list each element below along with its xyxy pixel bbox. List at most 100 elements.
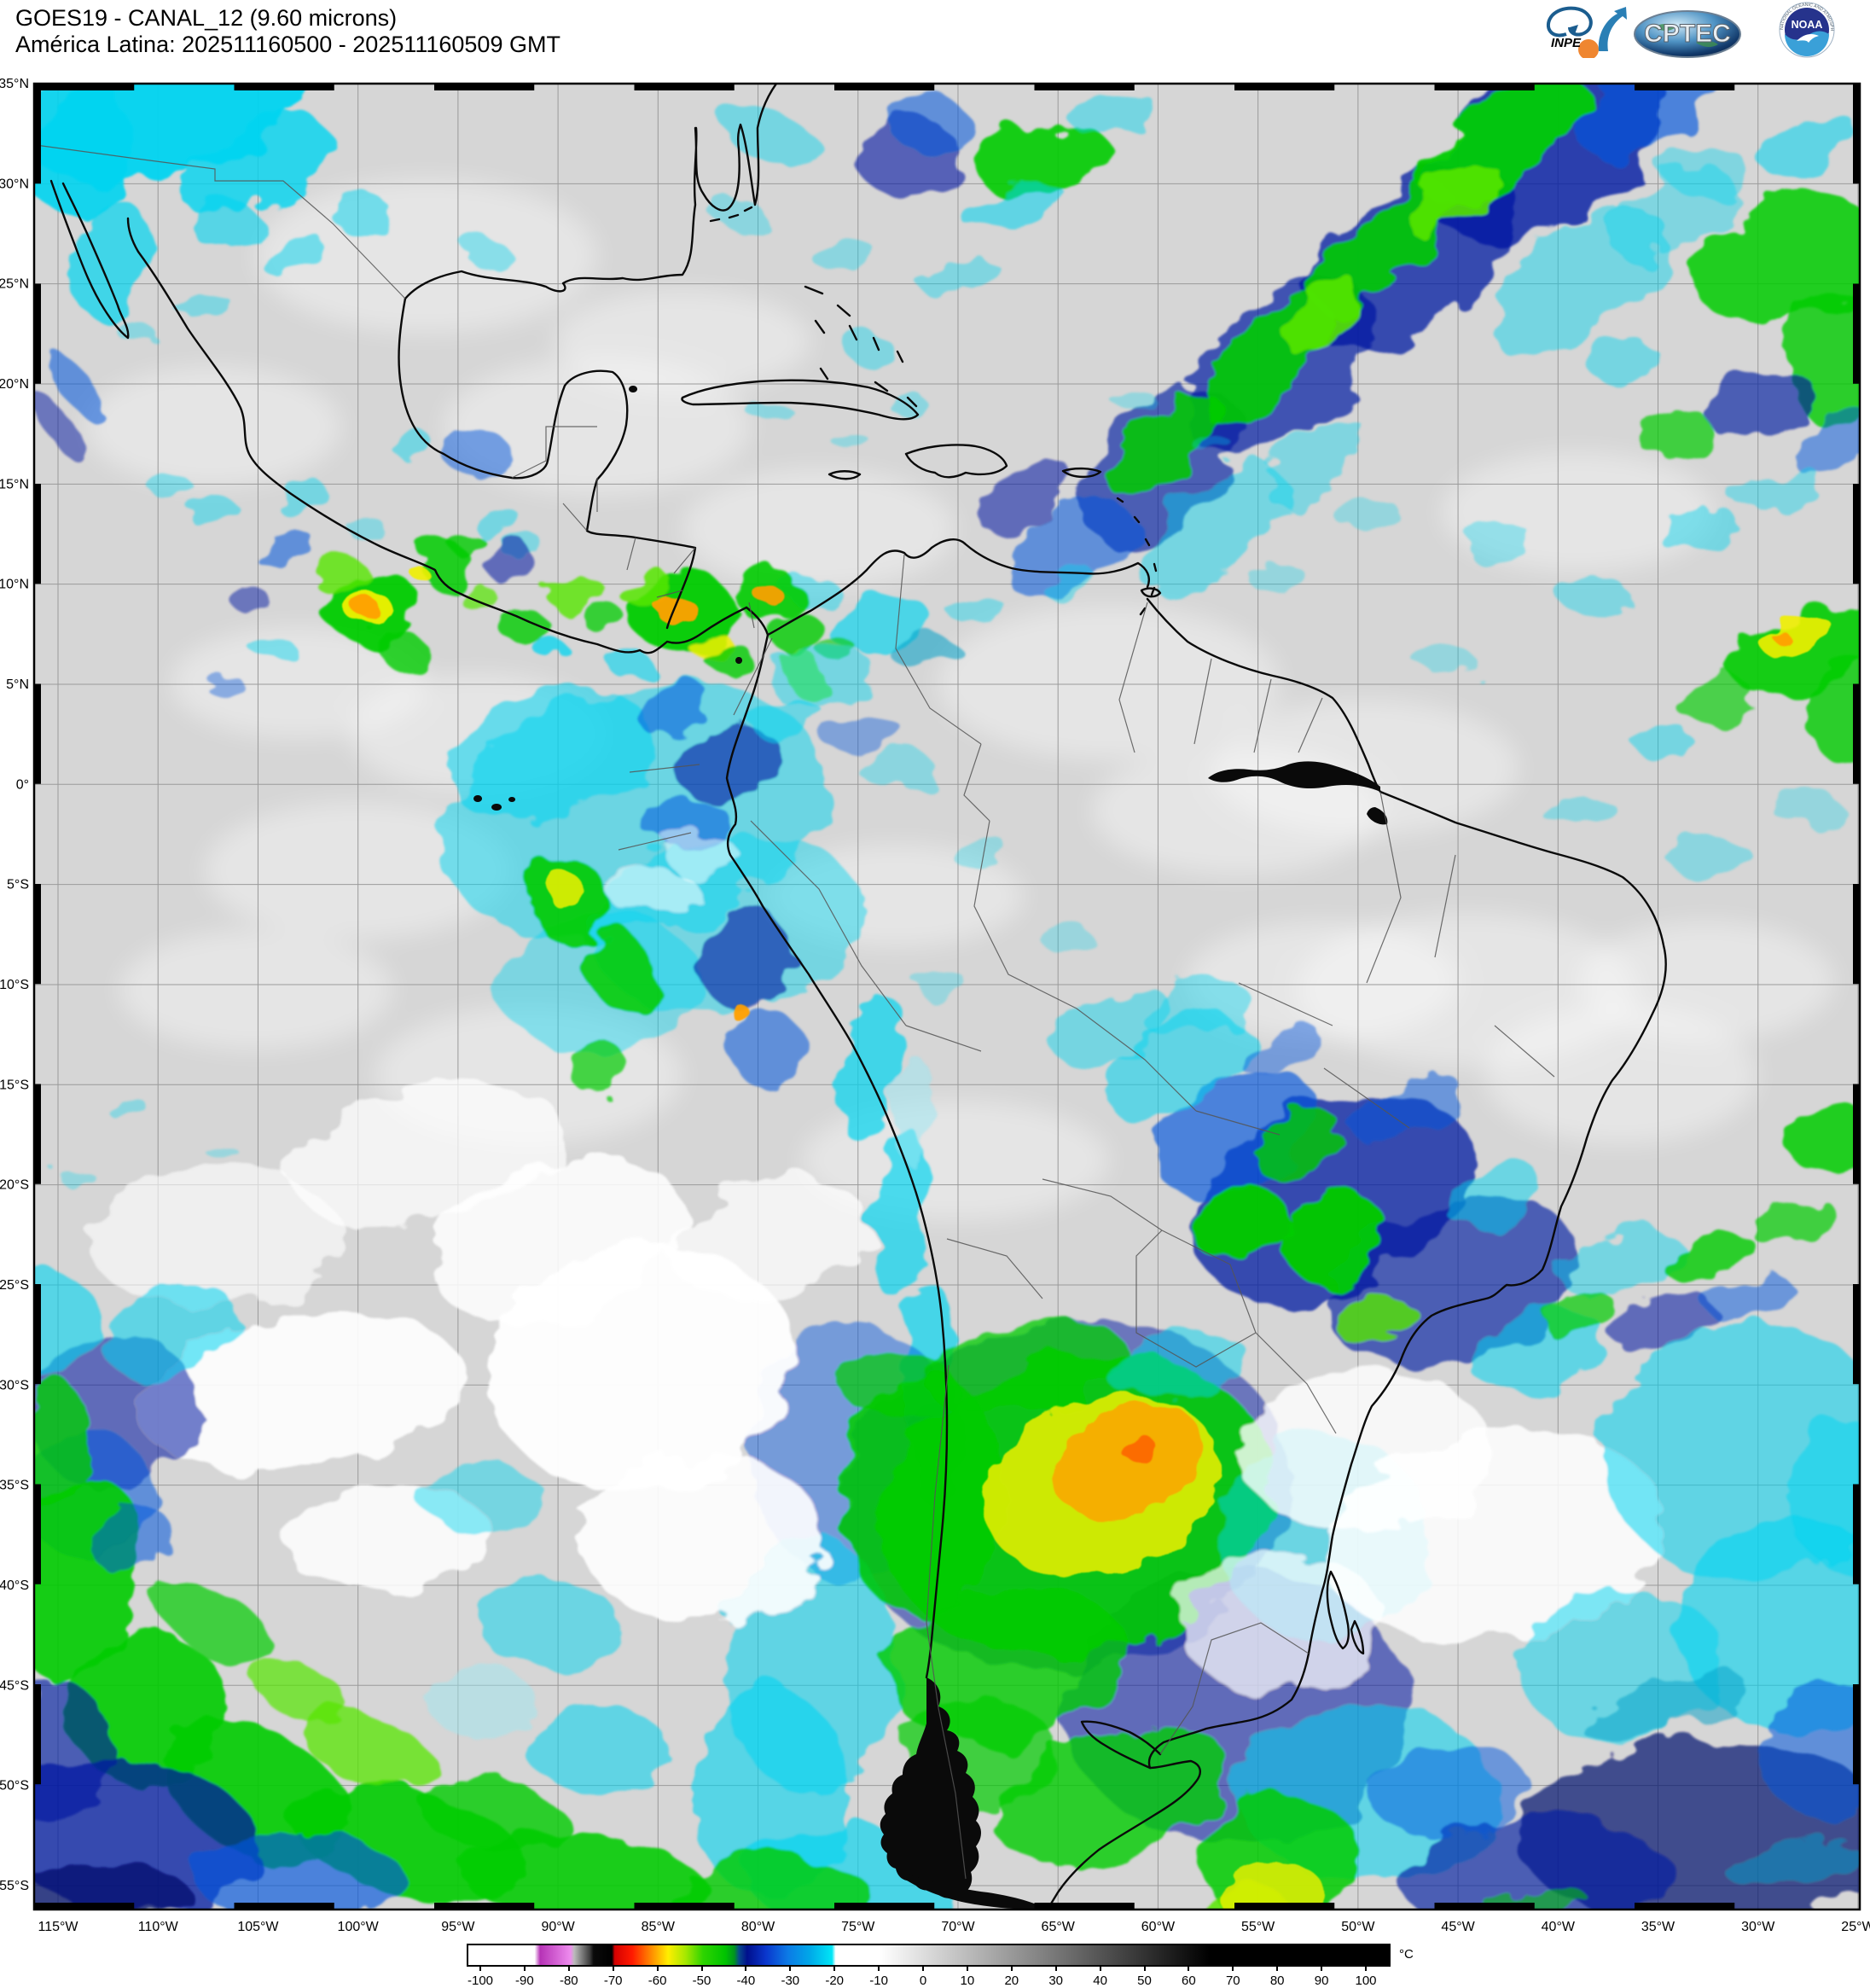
colorbar-tick-label: 60 xyxy=(1182,1973,1196,1988)
colorbar-tick xyxy=(1143,1967,1146,1971)
header: GOES19 - CANAL_12 (9.60 microns) América… xyxy=(0,0,1870,78)
colorbar-tick-label: -50 xyxy=(692,1973,711,1988)
lat-label: 5°N xyxy=(6,677,29,692)
colorbar-tick-label: 20 xyxy=(1004,1973,1019,1988)
lon-label: 35°W xyxy=(1641,1920,1675,1934)
lon-label: 70°W xyxy=(941,1920,975,1934)
lon-label: 55°W xyxy=(1241,1920,1275,1934)
longitude-labels: 115°W 110°W 105°W 100°W 95°W 90°W 85°W 80°W 75°W… xyxy=(38,1920,1870,1934)
lat-label: 20°N xyxy=(0,377,29,392)
colorbar-tick xyxy=(612,1967,614,1971)
colorbar-tick-label: 80 xyxy=(1269,1973,1285,1988)
inpe-label: INPE xyxy=(1551,36,1582,50)
colorbar-tick xyxy=(567,1967,570,1971)
lat-label: 35°N xyxy=(0,77,29,91)
colorbar-tick xyxy=(1010,1967,1013,1971)
lat-label: 25°N xyxy=(0,277,29,292)
colorbar-tick xyxy=(833,1967,836,1971)
colorbar-tick xyxy=(656,1967,659,1971)
lon-label: 80°W xyxy=(741,1920,775,1934)
map-frame xyxy=(32,82,1861,1911)
colorbar-tick xyxy=(700,1967,703,1971)
colorbar-tick xyxy=(789,1967,792,1971)
colorbar-tick xyxy=(1232,1967,1234,1971)
colorbar-tick-label: -10 xyxy=(869,1973,888,1988)
colorbar-tick-label: -100 xyxy=(467,1973,494,1988)
colorbar-unit: °C xyxy=(1399,1947,1414,1962)
colorbar-tick-label: 70 xyxy=(1225,1973,1240,1988)
colorbar-tick xyxy=(1365,1967,1367,1971)
colorbar-gradient xyxy=(467,1944,1391,1967)
colorbar-tick xyxy=(922,1967,924,1971)
colorbar-tick xyxy=(479,1967,481,1971)
colorbar-tick xyxy=(1276,1967,1279,1971)
latitude-labels: 35°N 30°N 25°N 20°N 15°N 10°N 5°N 0° 5°S 10°S 15°S… xyxy=(0,77,29,1893)
colorbar-tick-label: -70 xyxy=(603,1973,623,1988)
colorbar-tick-label: 10 xyxy=(960,1973,975,1988)
colorbar-tick-label: -40 xyxy=(736,1973,756,1988)
lon-label: 105°W xyxy=(237,1920,279,1934)
colorbar-tick-label: -90 xyxy=(515,1973,534,1988)
lat-label: 10°S xyxy=(0,978,29,992)
lat-label: 15°N xyxy=(0,477,29,491)
lon-label: 95°W xyxy=(441,1920,475,1934)
coastlines xyxy=(49,84,1667,1910)
lon-label: 45°W xyxy=(1441,1920,1475,1934)
colorbar-tick xyxy=(1054,1967,1057,1971)
lon-label: 85°W xyxy=(642,1920,676,1934)
lat-label: 10°N xyxy=(0,578,29,592)
colorbar-tick-label: 90 xyxy=(1314,1973,1329,1988)
colorbar-tick-label: 40 xyxy=(1093,1973,1107,1988)
lon-label: 115°W xyxy=(38,1920,78,1934)
lon-label: 110°W xyxy=(138,1920,179,1934)
convective-cores xyxy=(343,567,1831,1910)
inpe-logo: INPE xyxy=(1546,6,1627,58)
colorbar-tick xyxy=(1188,1967,1190,1971)
lat-label: 35°S xyxy=(0,1479,29,1493)
lat-label: 20°S xyxy=(0,1178,29,1193)
noaa-label: NOAA xyxy=(1792,19,1823,31)
colorbar-tick-label: 100 xyxy=(1355,1973,1377,1988)
lat-label: 50°S xyxy=(0,1779,29,1793)
colorbar-tick-label: 0 xyxy=(919,1973,927,1988)
lat-label: 25°S xyxy=(0,1278,29,1293)
colorbar-tick xyxy=(878,1967,880,1971)
colorbar-tick-label: 30 xyxy=(1048,1973,1064,1988)
colorbar-tick xyxy=(966,1967,968,1971)
page-subtitle: América Latina: 202511160500 - 202511160… xyxy=(15,32,560,57)
cptec-label: CPTEC xyxy=(1644,20,1731,48)
lon-label: 50°W xyxy=(1341,1920,1375,1934)
lat-label: 30°N xyxy=(0,177,29,191)
colorbar-tick-label: -80 xyxy=(559,1973,578,1988)
lon-label: 100°W xyxy=(338,1920,380,1934)
inpe-orange-dot xyxy=(1578,39,1599,58)
colorbar-tick xyxy=(1321,1967,1323,1971)
lon-label: 40°W xyxy=(1542,1920,1576,1934)
lat-label: 0° xyxy=(16,777,29,792)
cptec-logo: CPTEC xyxy=(1634,10,1741,58)
lat-label: 45°S xyxy=(0,1678,29,1693)
lon-label: 25°W xyxy=(1841,1920,1870,1934)
lon-label: 60°W xyxy=(1141,1920,1176,1934)
colorbar-tick xyxy=(1099,1967,1101,1971)
lat-label: 5°S xyxy=(7,878,29,892)
page-title: GOES19 - CANAL_12 (9.60 microns) xyxy=(15,5,398,31)
colorbar-tick-label: 50 xyxy=(1137,1973,1152,1988)
lat-label: 30°S xyxy=(0,1378,29,1392)
lon-label: 75°W xyxy=(841,1920,875,1934)
cloud-field xyxy=(34,84,1860,1910)
colorbar-tick-label: -60 xyxy=(648,1973,667,1988)
lat-label: 55°S xyxy=(0,1879,29,1893)
lon-label: 90°W xyxy=(541,1920,575,1934)
logo-strip: INPE CPTEC NATION xyxy=(1525,2,1835,58)
lon-label: 30°W xyxy=(1741,1920,1775,1934)
lat-label: 15°S xyxy=(0,1078,29,1092)
colorbar-tick xyxy=(523,1967,526,1971)
colorbar-tick-label: -20 xyxy=(825,1973,845,1988)
colorbar-tick-label: -30 xyxy=(781,1973,800,1988)
lat-label: 40°S xyxy=(0,1578,29,1593)
country-borders xyxy=(35,144,1555,1880)
lon-label: 65°W xyxy=(1042,1920,1076,1934)
colorbar-tick xyxy=(745,1967,747,1971)
